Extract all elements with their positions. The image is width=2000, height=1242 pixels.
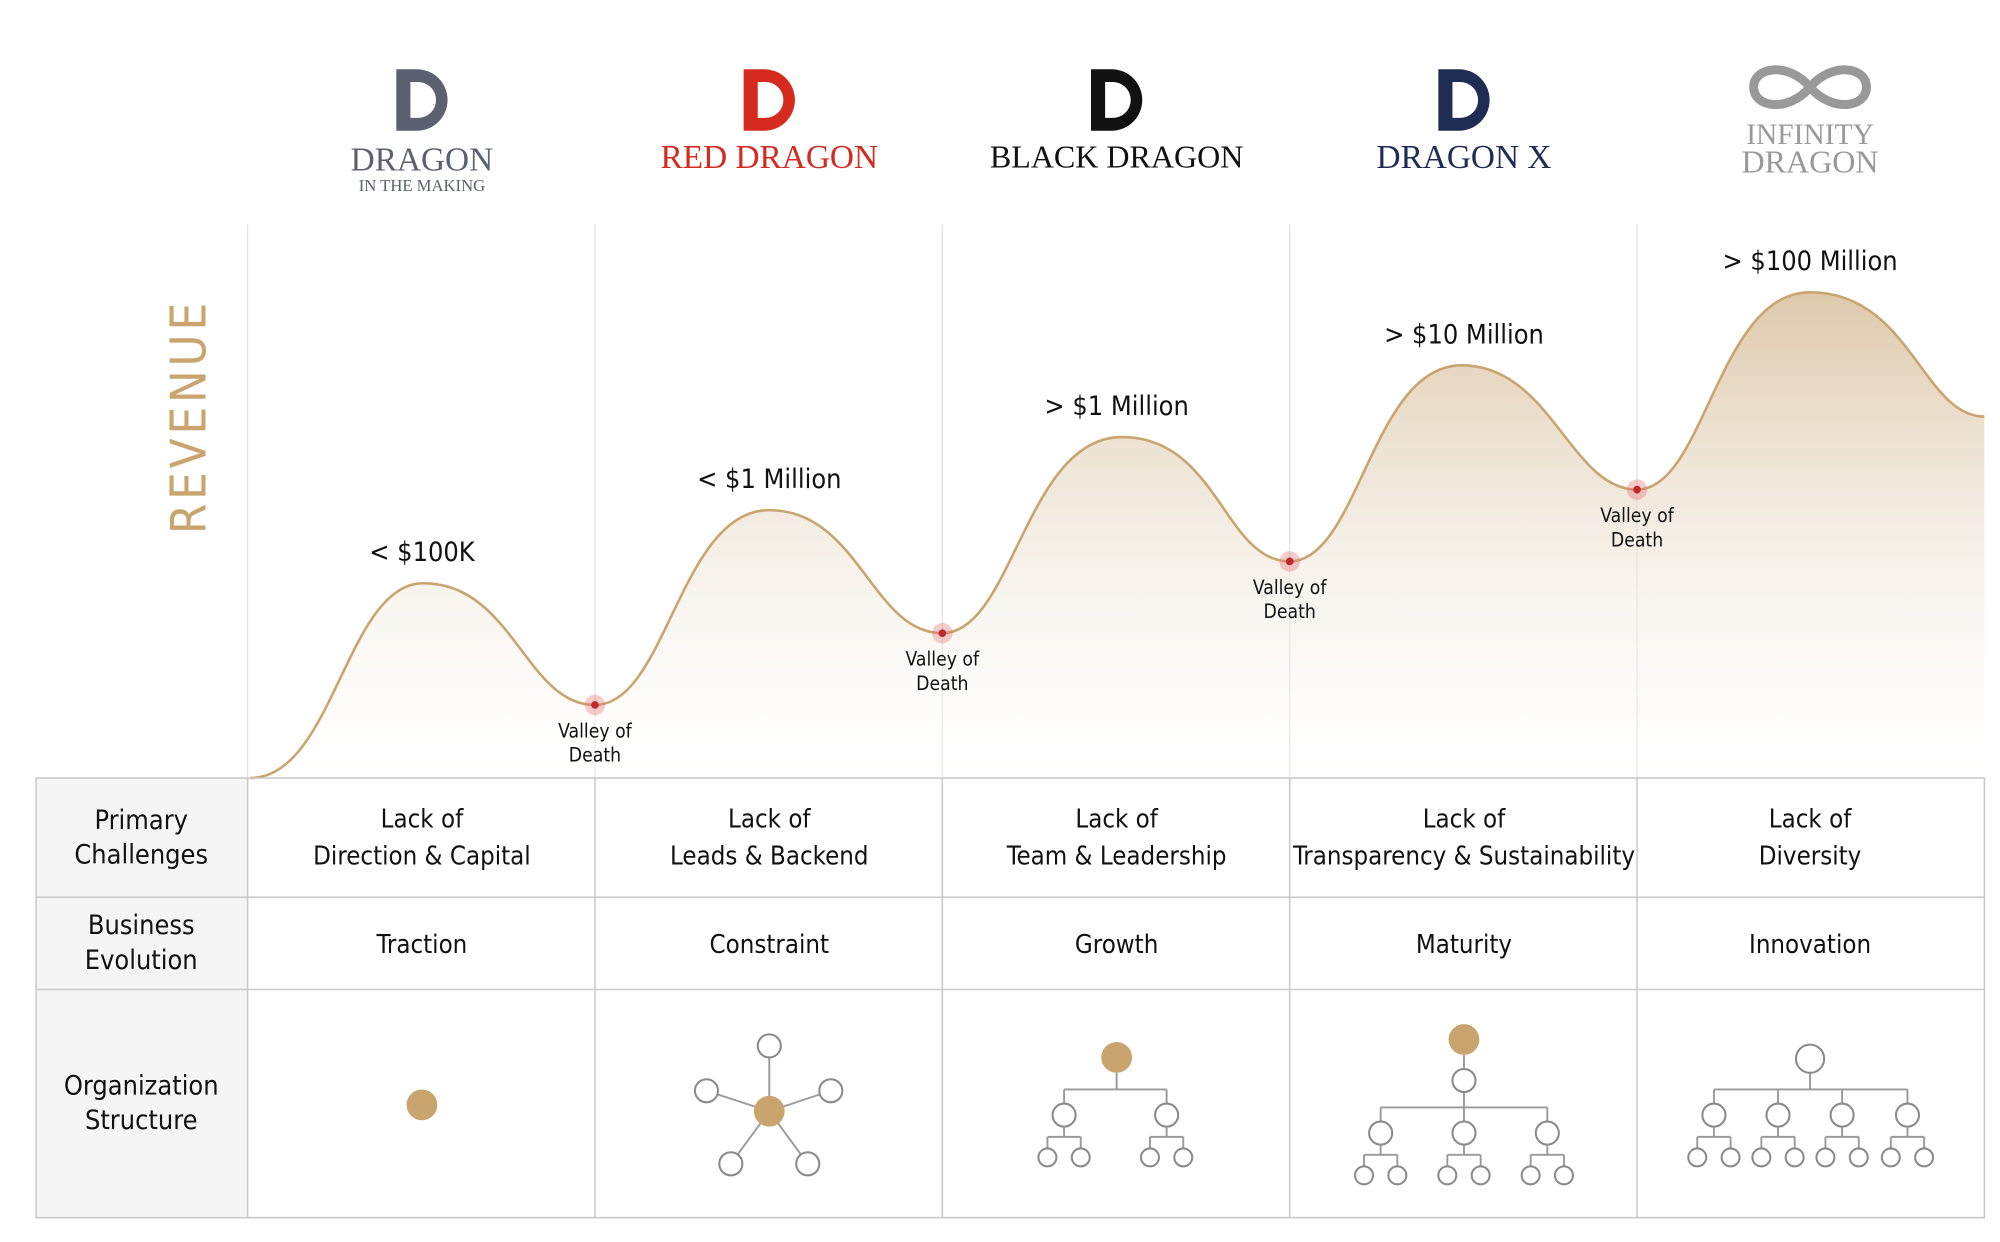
valley-dot bbox=[1285, 557, 1294, 566]
org-node bbox=[1470, 1165, 1491, 1186]
revenue-label: < $100K bbox=[369, 537, 476, 568]
org-node bbox=[795, 1151, 821, 1177]
valley-label: Death bbox=[1264, 600, 1316, 623]
revenue-curve bbox=[250, 290, 1985, 780]
org-node bbox=[1701, 1102, 1727, 1128]
valley-label: Death bbox=[569, 744, 621, 767]
row-header: Primary bbox=[94, 805, 187, 836]
org-node bbox=[1880, 1147, 1901, 1168]
logo-mark bbox=[743, 69, 795, 131]
row-header: Structure bbox=[85, 1105, 198, 1136]
org-node bbox=[1448, 1024, 1480, 1055]
row-header: Evolution bbox=[85, 945, 198, 976]
challenge: Leads & Backend bbox=[670, 841, 868, 871]
org-node bbox=[1829, 1102, 1855, 1128]
org-node bbox=[1451, 1120, 1477, 1146]
revenue-label: < $1 Million bbox=[697, 464, 841, 495]
org-node bbox=[1051, 1102, 1077, 1128]
org-node bbox=[1848, 1147, 1869, 1168]
org-node bbox=[1894, 1102, 1921, 1128]
logo-mark bbox=[1438, 69, 1490, 131]
evolution: Maturity bbox=[1416, 930, 1512, 960]
challenge: Transparency & Sustainability bbox=[1292, 841, 1635, 871]
valley-label: Valley of bbox=[906, 648, 980, 671]
logo-sub: IN THE MAKING bbox=[359, 176, 485, 195]
org-node bbox=[1914, 1147, 1935, 1168]
row-header: Organization bbox=[64, 1070, 219, 1101]
revenue-label: > $100 Million bbox=[1722, 246, 1897, 277]
valley-label: Death bbox=[916, 672, 968, 695]
valley-label: Valley of bbox=[558, 719, 632, 742]
org-node bbox=[1070, 1147, 1091, 1168]
org-node bbox=[1815, 1147, 1836, 1168]
logo-mark bbox=[1749, 65, 1871, 109]
revenue-label: > $10 Million bbox=[1384, 319, 1544, 350]
valley-dot bbox=[938, 629, 947, 638]
challenge: Lack of bbox=[1423, 804, 1506, 834]
evolution: Traction bbox=[376, 930, 468, 960]
logo-sub: DRAGON bbox=[1742, 144, 1879, 180]
org-node bbox=[1139, 1147, 1160, 1168]
row-header: Business bbox=[88, 910, 195, 941]
valley-label: Valley of bbox=[1600, 504, 1674, 527]
valley-dot bbox=[591, 701, 599, 709]
org-node bbox=[1101, 1042, 1133, 1073]
logo-name: BLACK DRAGON bbox=[990, 139, 1244, 175]
logo-mark bbox=[1091, 69, 1143, 131]
row-header: Challenges bbox=[74, 840, 208, 871]
org-node bbox=[753, 1095, 785, 1127]
org-node bbox=[756, 1033, 782, 1059]
valley-label: Valley of bbox=[1253, 576, 1327, 599]
challenge: Lack of bbox=[1769, 804, 1852, 834]
org-node bbox=[1520, 1165, 1541, 1186]
logo-name: RED DRAGON bbox=[661, 139, 878, 176]
valley-dot bbox=[1633, 485, 1641, 494]
evolution: Constraint bbox=[710, 930, 830, 960]
org-node bbox=[1354, 1165, 1375, 1186]
challenge: Diversity bbox=[1759, 841, 1862, 871]
challenge: Team & Leadership bbox=[1006, 841, 1227, 871]
org-node bbox=[1437, 1165, 1458, 1186]
logo-name: INFINITY bbox=[1746, 119, 1874, 151]
org-node bbox=[1765, 1102, 1791, 1128]
org-node bbox=[1534, 1120, 1560, 1146]
org-node bbox=[1451, 1067, 1477, 1094]
org-node bbox=[1387, 1165, 1408, 1186]
org-node bbox=[1173, 1147, 1194, 1168]
org-node bbox=[1720, 1147, 1741, 1168]
challenge: Lack of bbox=[1075, 804, 1158, 834]
logo-mark bbox=[396, 69, 448, 131]
org-node bbox=[1154, 1102, 1180, 1128]
table-grid bbox=[35, 777, 1986, 1219]
org-node bbox=[1553, 1165, 1574, 1186]
org-node bbox=[718, 1151, 744, 1177]
org-node bbox=[693, 1078, 720, 1104]
org-node bbox=[1368, 1120, 1394, 1146]
logo-name: DRAGON X bbox=[1377, 139, 1552, 176]
challenge: Lack of bbox=[728, 804, 811, 834]
header-column bbox=[36, 778, 248, 1218]
org-node bbox=[1751, 1147, 1772, 1168]
axis-label: REVENUE bbox=[162, 299, 218, 534]
logo-name: DRAGON bbox=[351, 141, 494, 178]
org-node bbox=[1794, 1043, 1826, 1074]
evolution: Growth bbox=[1075, 930, 1158, 960]
evolution: Innovation bbox=[1749, 930, 1871, 960]
revenue-area bbox=[250, 292, 1985, 779]
org-node bbox=[1784, 1147, 1805, 1168]
org-node bbox=[406, 1089, 438, 1121]
challenge: Direction & Capital bbox=[313, 841, 531, 871]
valley-label: Death bbox=[1611, 528, 1663, 551]
org-node bbox=[818, 1078, 844, 1104]
challenge: Lack of bbox=[381, 804, 464, 834]
org-node bbox=[1037, 1147, 1058, 1168]
revenue-label: > $1 Million bbox=[1044, 391, 1188, 422]
org-structures bbox=[406, 1024, 1935, 1186]
org-node bbox=[1687, 1147, 1708, 1168]
